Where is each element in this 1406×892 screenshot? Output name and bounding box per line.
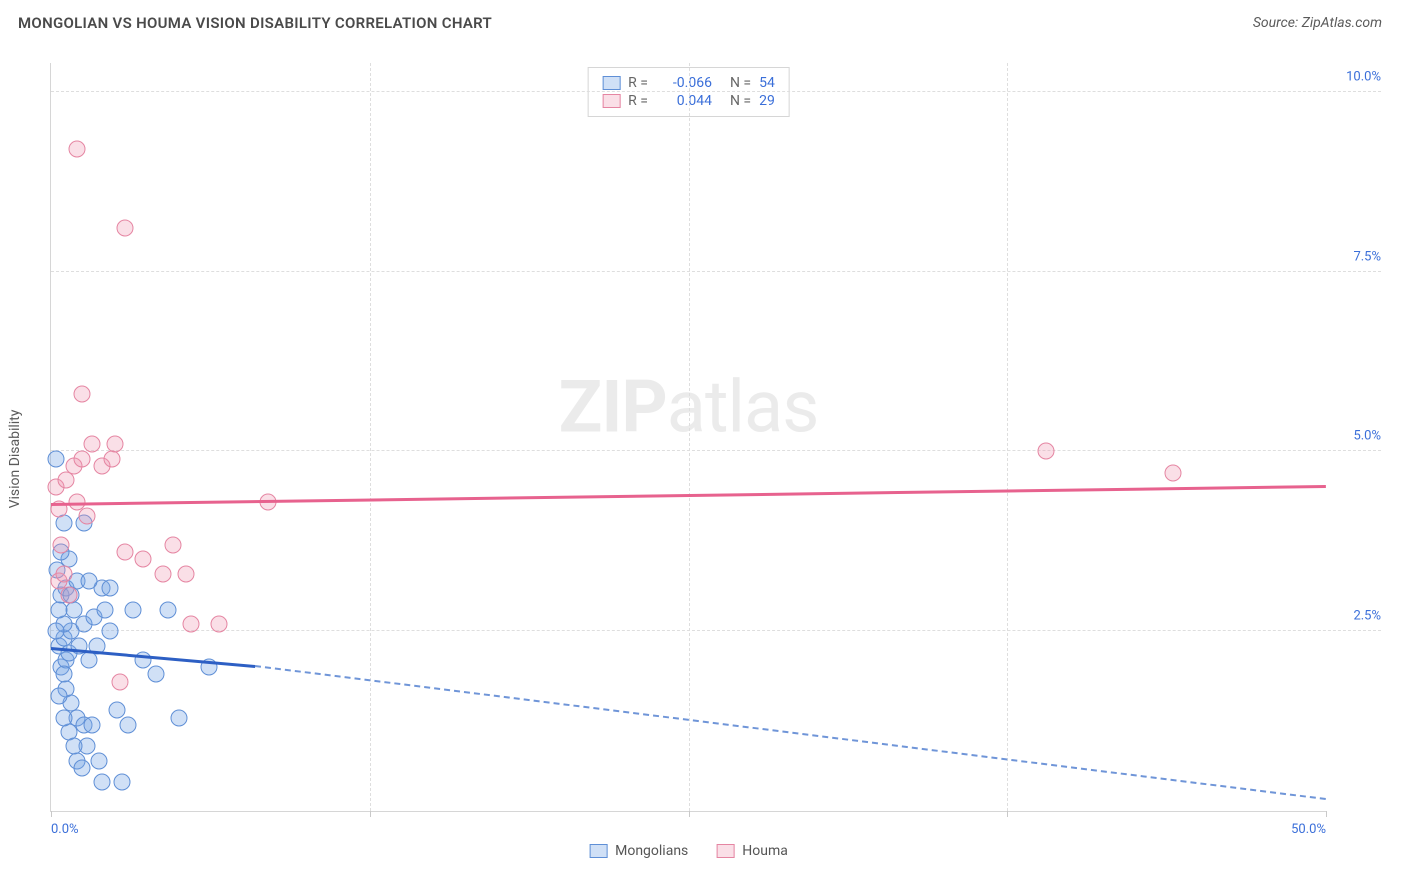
legend-n-label: N =	[730, 93, 751, 109]
data-point	[60, 587, 77, 604]
y-tick-label: 7.5%	[1353, 249, 1381, 264]
x-tick	[1007, 811, 1008, 817]
data-point	[111, 673, 128, 690]
y-tick-label: 10.0%	[1346, 69, 1381, 84]
gridline-vertical	[689, 63, 690, 811]
legend-label: Mongolians	[615, 843, 688, 859]
data-point	[106, 436, 123, 453]
data-point	[116, 544, 133, 561]
plot-area: ZIPatlas R =-0.066N =54R =0.044N =29 Mon…	[50, 63, 1326, 812]
x-tick	[689, 811, 690, 817]
data-point	[68, 141, 85, 158]
data-point	[83, 436, 100, 453]
x-tick-label: 0.0%	[51, 822, 79, 837]
legend-item: Mongolians	[589, 843, 688, 859]
gridline-vertical	[370, 63, 371, 811]
legend-r-value: -0.066	[656, 75, 712, 91]
legend-r-value: 0.044	[656, 93, 712, 109]
data-point	[50, 601, 67, 618]
data-point	[101, 580, 118, 597]
source-label: Source: ZipAtlas.com	[1253, 15, 1382, 31]
data-point	[183, 616, 200, 633]
data-point	[178, 565, 195, 582]
gridline-horizontal	[51, 450, 1381, 451]
data-point	[170, 709, 187, 726]
y-axis-label: Vision Disability	[7, 409, 23, 508]
data-point	[211, 616, 228, 633]
chart-container: Vision Disability ZIPatlas R =-0.066N =5…	[20, 55, 1386, 862]
legend-r-label: R =	[628, 75, 648, 91]
data-point	[83, 716, 100, 733]
data-point	[155, 565, 172, 582]
data-point	[124, 601, 141, 618]
data-point	[96, 601, 113, 618]
y-tick-label: 5.0%	[1353, 429, 1381, 444]
x-tick	[51, 811, 52, 817]
legend-swatch	[602, 76, 620, 90]
x-tick	[370, 811, 371, 817]
data-point	[116, 220, 133, 237]
data-point	[73, 759, 90, 776]
legend-swatch	[602, 94, 620, 108]
data-point	[73, 450, 90, 467]
legend-n-value: 54	[759, 75, 775, 91]
data-point	[101, 623, 118, 640]
legend-swatch	[589, 844, 607, 858]
y-tick-label: 2.5%	[1353, 609, 1381, 624]
x-tick-label: 50.0%	[1291, 822, 1326, 837]
legend-label: Houma	[742, 843, 788, 859]
data-point	[165, 536, 182, 553]
legend-n-value: 29	[759, 93, 775, 109]
data-point	[104, 450, 121, 467]
data-point	[119, 716, 136, 733]
data-point	[1037, 443, 1054, 460]
data-point	[55, 565, 72, 582]
data-point	[160, 601, 177, 618]
gridline-vertical	[1007, 63, 1008, 811]
legend-r-label: R =	[628, 93, 648, 109]
data-point	[1165, 464, 1182, 481]
gridline-horizontal	[51, 630, 1381, 631]
data-point	[78, 508, 95, 525]
trend-line	[255, 665, 1326, 800]
x-tick	[1326, 811, 1327, 817]
gridline-horizontal	[51, 91, 1381, 92]
data-point	[81, 572, 98, 589]
data-point	[73, 385, 90, 402]
data-point	[134, 551, 151, 568]
gridline-horizontal	[51, 271, 1381, 272]
data-point	[48, 623, 65, 640]
data-point	[94, 774, 111, 791]
data-point	[114, 774, 131, 791]
series-legend: Mongolians Houma	[589, 843, 788, 859]
legend-item: Houma	[716, 843, 788, 859]
data-point	[65, 738, 82, 755]
data-point	[53, 536, 70, 553]
data-point	[48, 450, 65, 467]
chart-title: MONGOLIAN VS HOUMA VISION DISABILITY COR…	[18, 14, 492, 32]
legend-swatch	[716, 844, 734, 858]
data-point	[109, 702, 126, 719]
data-point	[55, 709, 72, 726]
data-point	[91, 752, 108, 769]
data-point	[147, 666, 164, 683]
chart-header: MONGOLIAN VS HOUMA VISION DISABILITY COR…	[0, 0, 1406, 42]
legend-n-label: N =	[730, 75, 751, 91]
data-point	[50, 687, 67, 704]
